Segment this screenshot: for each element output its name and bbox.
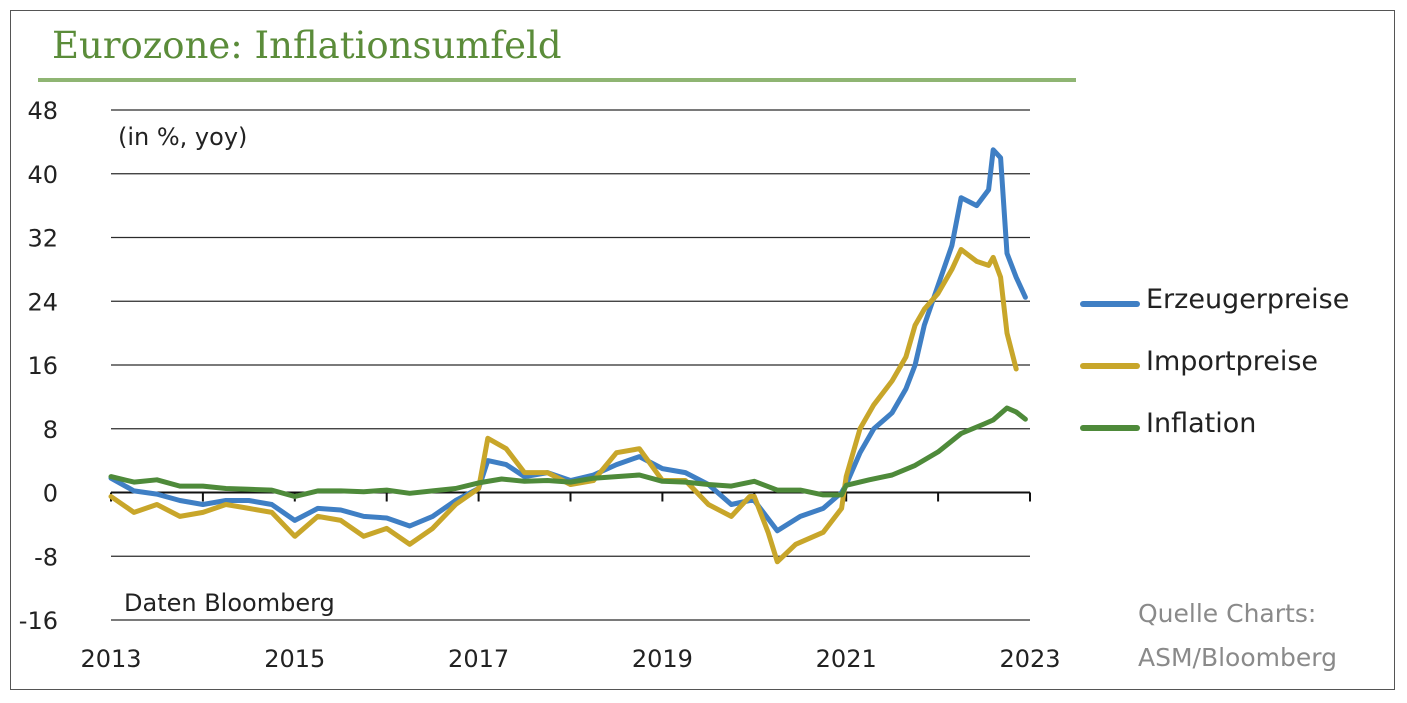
y-tick-label: 0 [43,480,58,508]
x-tick-label: 2023 [999,645,1060,673]
source-line-1: Quelle Charts: [1138,599,1317,628]
y-axis-tick-labels: 48 40 32 24 16 8 0 -8 -16 [19,97,58,635]
source-line-2: ASM/Bloomberg [1138,643,1337,672]
y-tick-label: 48 [27,97,58,125]
x-tick-label: 2013 [80,645,141,673]
series-lines [108,147,1028,565]
legend-label-inflation: Inflation [1146,408,1257,439]
source-note: Quelle Charts: ASM/Bloomberg [1138,592,1337,680]
x-tick-label: 2015 [264,645,325,673]
data-source-note: Daten Bloomberg [124,589,335,617]
y-tick-label: 16 [27,352,58,380]
x-axis-tick-labels: 2013 2015 2017 2019 2021 2023 [80,645,1060,673]
y-tick-label: -16 [19,607,58,635]
x-tick-label: 2017 [448,645,509,673]
chart-title: Eurozone: Inflationsumfeld [52,24,562,67]
unit-note: (in %, yoy) [118,123,247,151]
x-tick-label: 2019 [632,645,693,673]
legend-swatch-importpreise [1080,363,1140,369]
series-line-inflation [108,405,1028,499]
grid-lines [111,109,1030,621]
series-line-erzeugerpreise [108,147,1028,534]
legend-label-erzeugerpreise: Erzeugerpreise [1146,284,1350,315]
legend-swatch-inflation [1080,425,1140,431]
title-underline [38,78,1076,82]
legend-swatch-erzeugerpreise [1080,301,1140,307]
y-tick-label: 32 [27,225,58,253]
x-tick-label: 2021 [816,645,877,673]
y-tick-label: 8 [43,416,58,444]
series-line-importpreise [108,247,1019,565]
legend-label-importpreise: Importpreise [1146,346,1319,377]
chart-frame [10,10,1395,690]
y-tick-label: -8 [34,543,58,571]
y-tick-label: 24 [27,288,58,316]
y-tick-label: 40 [27,161,58,189]
